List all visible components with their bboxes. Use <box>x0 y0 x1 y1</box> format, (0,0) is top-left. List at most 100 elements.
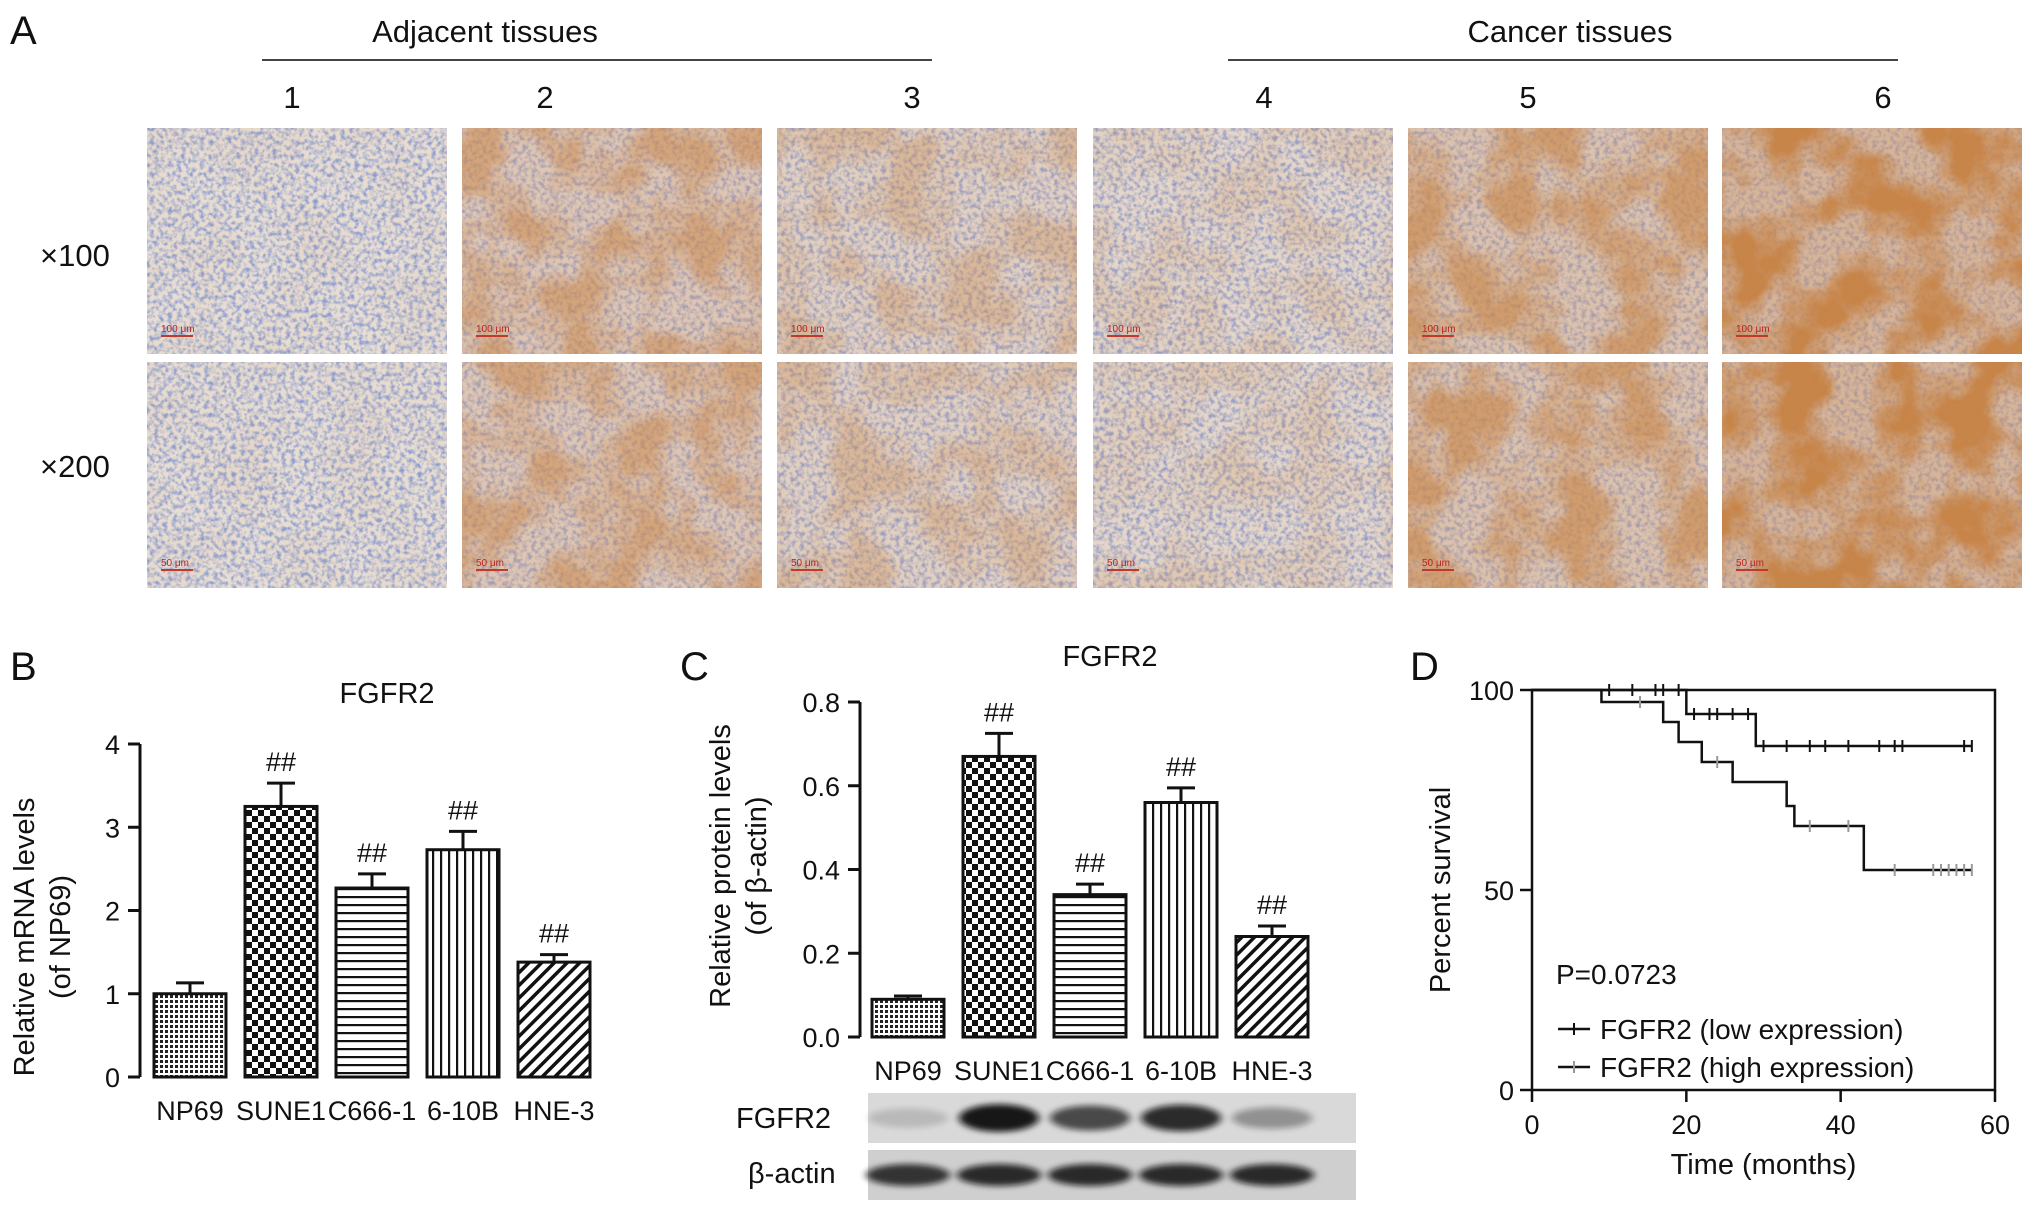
ihc-dab-stain <box>1408 128 1708 354</box>
ihc-image-col5-row2: 50 μm <box>1408 362 1708 588</box>
ihc-image-col5-row1: 100 μm <box>1408 128 1708 354</box>
chart-b-plot: 0 1 2 3 4 NP69 ## SUNE1 ## C666-1 ## 6-10B ## HNE-3 <box>105 730 595 1126</box>
ihc-image-col3-row1: 100 μm <box>777 128 1077 354</box>
column-label-6: 6 <box>1874 80 1891 115</box>
column-label-5: 5 <box>1519 80 1536 115</box>
ihc-image-col2-row2: 50 μm <box>462 362 762 588</box>
blot-band-fgfr2 <box>1050 1105 1130 1131</box>
ihc-dab-wash <box>462 362 762 588</box>
legend-label-series-1: FGFR2 (low expression) <box>1600 1014 1903 1045</box>
panel-d: D 0 50 100 0 20 40 60 Time (months) Percent surv… <box>1410 645 2010 1181</box>
column-label-4: 4 <box>1255 80 1272 115</box>
y-tick-label: 50 <box>1484 876 1514 906</box>
scale-bar-label: 50 μm <box>1736 558 1764 569</box>
ihc-image-col4-row2: 50 μm <box>1093 362 1393 588</box>
chart-d-plot: 0 50 100 0 20 40 60 Time (months) Percent surviv… <box>1425 676 2010 1181</box>
x-tick-label-hne-3: HNE-3 <box>1231 1056 1312 1086</box>
scale-bar-label: 100 μm <box>1422 324 1456 335</box>
ihc-dab-stain <box>1722 128 2022 354</box>
bar-sune1 <box>243 804 319 1079</box>
significance-marker: ## <box>266 747 296 777</box>
significance-marker: ## <box>1075 848 1105 878</box>
ihc-dab-wash <box>1093 362 1393 588</box>
column-label-3: 3 <box>903 80 920 115</box>
scale-bar-label: 50 μm <box>1107 558 1135 569</box>
panel-letter-d: D <box>1410 645 1439 689</box>
ihc-image-col6-row2: 50 μm <box>1722 362 2022 588</box>
ihc-dab-wash <box>777 128 1077 354</box>
ihc-dab-stain <box>1722 362 2022 588</box>
x-tick-label-6-10b: 6-10B <box>1145 1056 1217 1086</box>
ihc-dab-stain <box>462 362 762 588</box>
x-tick-label-hne-3: HNE-3 <box>513 1096 594 1126</box>
ihc-image-col6-row1: 100 μm <box>1722 128 2022 354</box>
bar-hne-3 <box>516 960 592 1079</box>
x-tick-label-sune1: SUNE1 <box>954 1056 1044 1086</box>
panel-c: C FGFR2 Relative protein levels (of β-ac… <box>680 641 1356 1200</box>
significance-marker: ## <box>1166 752 1196 782</box>
y-tick-label: 0 <box>105 1063 120 1093</box>
ihc-dab-wash <box>1408 362 1708 588</box>
x-tick-label-np69: NP69 <box>874 1056 942 1086</box>
ihc-image-col2-row1: 100 μm <box>462 128 762 354</box>
bar-c666-1 <box>334 886 410 1079</box>
ihc-dab-wash <box>1722 362 2022 588</box>
western-blot-bands <box>866 1104 1314 1186</box>
chart-c-title: FGFR2 <box>1062 641 1157 673</box>
chart-d-xlabel: Time (months) <box>1671 1149 1857 1181</box>
column-label-1: 1 <box>283 80 300 115</box>
x-tick-label: 60 <box>1980 1110 2010 1140</box>
header-adjacent-tissues: Adjacent tissues <box>372 14 598 49</box>
ihc-dab-wash <box>147 362 447 588</box>
scale-bar-label: 100 μm <box>791 324 825 335</box>
y-tick-label: 2 <box>105 897 120 927</box>
x-tick-label-c666-1: C666-1 <box>1046 1056 1135 1086</box>
ihc-dab-wash <box>1722 128 2022 354</box>
scale-bar-label: 100 μm <box>1107 324 1141 335</box>
significance-marker: ## <box>357 838 387 868</box>
x-tick-label-6-10b: 6-10B <box>427 1096 499 1126</box>
bar-sune1 <box>961 754 1037 1039</box>
significance-marker: ## <box>984 697 1014 727</box>
blot-band-beta-actin <box>1048 1164 1132 1186</box>
blot-label-fgfr2: FGFR2 <box>736 1103 831 1135</box>
chart-d-p-value: P=0.0723 <box>1556 959 1677 990</box>
panel-letter-b: B <box>10 645 37 689</box>
ihc-dab-stain <box>1093 128 1393 354</box>
y-tick-label: 0 <box>1499 1076 1514 1106</box>
x-tick-label: 20 <box>1671 1110 1701 1140</box>
scale-bar-label: 50 μm <box>791 558 819 569</box>
ihc-dab-wash <box>147 128 447 354</box>
y-tick-label: 0.4 <box>802 856 840 886</box>
significance-marker: ## <box>539 919 569 949</box>
ihc-dab-wash <box>462 128 762 354</box>
bar-6-10b <box>425 848 501 1079</box>
ihc-image-col3-row2: 50 μm <box>777 362 1077 588</box>
panel-letter-c: C <box>680 645 709 689</box>
bar-np69 <box>152 992 228 1079</box>
ihc-dab-stain <box>147 362 447 588</box>
x-tick-label: 40 <box>1826 1110 1856 1140</box>
row-label-x100: ×100 <box>40 238 110 273</box>
blot-band-fgfr2 <box>1232 1107 1312 1129</box>
x-tick-label-np69: NP69 <box>156 1096 224 1126</box>
y-tick-label: 3 <box>105 813 120 843</box>
ihc-image-col1-row2: 50 μm <box>147 362 447 588</box>
x-tick-label-sune1: SUNE1 <box>236 1096 326 1126</box>
scale-bar-label: 50 μm <box>161 558 189 569</box>
blot-band-fgfr2 <box>959 1104 1039 1132</box>
ihc-dab-wash <box>1093 128 1393 354</box>
blot-band-beta-actin <box>1230 1164 1314 1186</box>
blot-band-beta-actin <box>866 1164 950 1186</box>
ihc-dab-stain <box>777 362 1077 588</box>
scale-bar-label: 50 μm <box>1422 558 1450 569</box>
chart-c-ylabel-line1: Relative protein levels <box>705 724 737 1008</box>
y-tick-label: 0.8 <box>802 688 840 718</box>
blot-band-beta-actin <box>1139 1164 1223 1186</box>
significance-marker: ## <box>448 795 478 825</box>
legend-label-series-2: FGFR2 (high expression) <box>1600 1052 1914 1083</box>
y-tick-label: 0.6 <box>802 772 840 802</box>
scale-bar-label: 100 μm <box>161 324 195 335</box>
scale-bar-label: 50 μm <box>476 558 504 569</box>
